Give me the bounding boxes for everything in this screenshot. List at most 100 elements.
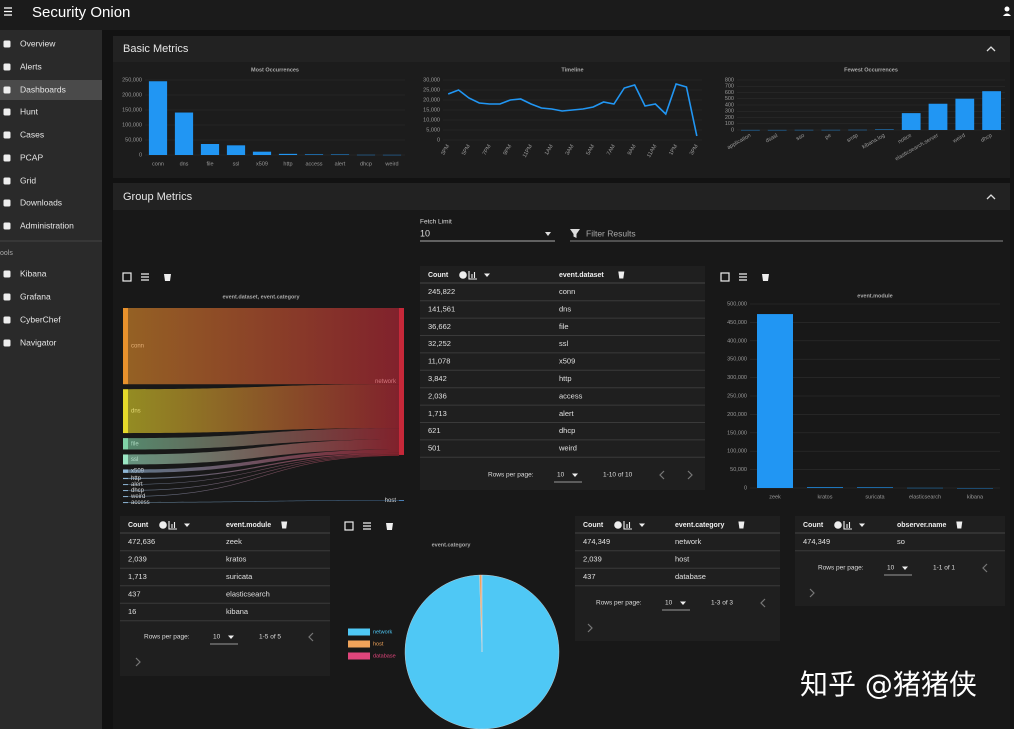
column-header[interactable]: event.category	[675, 522, 725, 529]
dropdown-arrow[interactable]	[572, 473, 578, 478]
value-cell[interactable]: elasticsearch	[226, 589, 270, 598]
bar-view-button[interactable]	[623, 521, 632, 530]
delete-button[interactable]	[618, 271, 625, 279]
y-tick-label: 800	[725, 77, 734, 83]
value-cell[interactable]: network	[675, 537, 702, 546]
pie-view-button[interactable]	[159, 521, 167, 529]
nav-item[interactable]: Navigator	[20, 337, 57, 347]
nav-item[interactable]: Hunt	[20, 106, 39, 116]
value-cell[interactable]: weird	[558, 444, 577, 453]
x-tick-label: zeek	[769, 494, 781, 500]
nav-item[interactable]: CyberChef	[20, 314, 61, 324]
nav-icon	[3, 154, 11, 162]
list-view-button[interactable]	[739, 273, 747, 281]
prev-page-button[interactable]	[659, 470, 665, 480]
next-page-button[interactable]	[687, 470, 693, 480]
y-tick-label: 100,000	[122, 122, 142, 128]
dropdown-arrow[interactable]	[228, 635, 234, 640]
value-cell[interactable]: x509	[559, 357, 575, 366]
nav-item[interactable]: Downloads	[20, 197, 62, 207]
rows-per-page-select[interactable]: 10	[887, 565, 895, 572]
nav-item[interactable]: Administration	[20, 220, 74, 230]
filter-input[interactable]: Filter Results	[586, 228, 636, 238]
value-cell[interactable]: zeek	[226, 537, 242, 546]
value-cell[interactable]: database	[675, 572, 706, 581]
nav-item[interactable]: Cases	[20, 129, 44, 139]
delete-button[interactable]	[164, 274, 171, 281]
value-cell[interactable]: file	[559, 322, 569, 331]
value-cell[interactable]: kratos	[226, 554, 247, 563]
nav-item[interactable]: PCAP	[20, 152, 43, 162]
menu-button[interactable]	[4, 7, 12, 16]
list-view-button[interactable]	[141, 273, 149, 281]
table-view-button[interactable]	[122, 272, 132, 282]
pie-view-button[interactable]	[614, 521, 622, 529]
prev-page-button[interactable]	[308, 632, 314, 642]
value-cell[interactable]: so	[897, 537, 905, 546]
prev-page-button[interactable]	[982, 563, 988, 573]
rows-per-page-select[interactable]: 10	[665, 600, 673, 607]
count-cell: 437	[128, 589, 141, 598]
value-cell[interactable]: host	[675, 554, 690, 563]
value-cell[interactable]: conn	[559, 287, 575, 296]
prev-page-button[interactable]	[760, 598, 766, 608]
collapse-button[interactable]	[986, 46, 996, 52]
table-view-button[interactable]	[344, 521, 354, 531]
dropdown-arrow[interactable]	[680, 601, 686, 606]
rows-per-page-select[interactable]: 10	[213, 634, 221, 641]
dropdown-arrow[interactable]	[545, 232, 551, 236]
delete-button[interactable]	[738, 521, 745, 529]
table-view-button[interactable]	[720, 272, 730, 282]
value-cell[interactable]: suricata	[226, 572, 253, 581]
nav-item[interactable]: Kibana	[20, 268, 47, 278]
pie-view-button[interactable]	[834, 521, 842, 529]
delete-button[interactable]	[386, 523, 393, 530]
column-header[interactable]: event.dataset	[559, 272, 604, 279]
sankey-node	[123, 389, 128, 434]
value-cell[interactable]: http	[559, 374, 572, 383]
nav-item[interactable]: Overview	[20, 38, 56, 48]
fetch-limit-value[interactable]: 10	[420, 228, 430, 238]
delete-button[interactable]	[956, 521, 963, 529]
table-card	[575, 516, 780, 641]
bar-view-button[interactable]	[843, 521, 852, 530]
column-header[interactable]: Count	[803, 522, 824, 529]
page-range: 1-10 of 10	[603, 472, 633, 479]
value-cell[interactable]: alert	[559, 409, 575, 418]
expand-button[interactable]	[587, 623, 593, 633]
sort-button[interactable]	[484, 273, 490, 278]
user-icon[interactable]	[1003, 6, 1011, 17]
sort-button[interactable]	[184, 523, 190, 528]
bar-view-button[interactable]	[168, 521, 177, 530]
value-cell[interactable]: access	[559, 391, 583, 400]
column-header[interactable]: event.module	[226, 522, 271, 529]
value-cell[interactable]: dns	[559, 304, 571, 313]
nav-item[interactable]: Alerts	[20, 61, 42, 71]
delete-button[interactable]	[762, 274, 769, 281]
column-header[interactable]: Count	[583, 522, 604, 529]
value-cell[interactable]: kibana	[226, 607, 249, 616]
collapse-button[interactable]	[986, 194, 996, 200]
column-header[interactable]: Count	[428, 272, 449, 279]
value-cell[interactable]: dhcp	[559, 426, 575, 435]
column-header[interactable]: observer.name	[897, 522, 947, 529]
sort-button[interactable]	[859, 523, 865, 528]
y-tick-label: 20,000	[423, 97, 440, 103]
sort-button[interactable]	[639, 523, 645, 528]
column-header[interactable]: Count	[128, 522, 149, 529]
nav-item[interactable]: Grafana	[20, 291, 51, 301]
bar-view-button[interactable]	[468, 271, 477, 280]
list-view-button[interactable]	[363, 522, 371, 530]
rows-per-page-select[interactable]: 10	[557, 472, 565, 479]
dropdown-arrow[interactable]	[902, 566, 908, 571]
expand-button[interactable]	[809, 588, 815, 598]
nav-item[interactable]: Grid	[20, 175, 36, 185]
expand-button[interactable]	[135, 657, 141, 667]
sankey-node	[123, 438, 128, 450]
value-cell[interactable]: ssl	[559, 339, 569, 348]
nav-item[interactable]: Dashboards	[20, 84, 66, 94]
sankey-link	[128, 454, 399, 491]
chart-title: Fewest Occurrences	[844, 67, 898, 73]
pie-view-button[interactable]	[459, 271, 467, 279]
delete-button[interactable]	[281, 521, 288, 529]
